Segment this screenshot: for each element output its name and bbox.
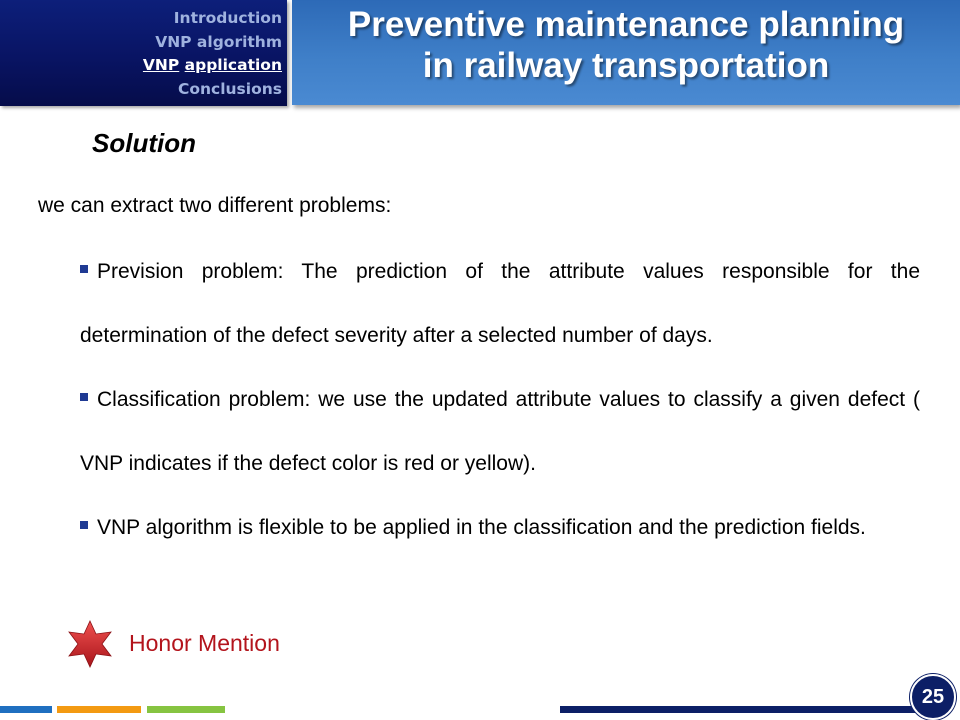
bullet-text: Prevision problem: The prediction of the… [80, 260, 920, 347]
bullet-item: Prevision problem: The prediction of the… [80, 240, 920, 368]
bullet-text: VNP algorithm is flexible to be applied … [97, 516, 866, 539]
page-number-badge: 25 [910, 674, 956, 720]
footer-bar-orange [57, 706, 141, 713]
nav-item-vnp-algorithm[interactable]: VNP algorithm [155, 32, 282, 51]
section-nav-list: Introduction VNP algorithm VNP applicati… [143, 7, 282, 101]
footer-bar-navy [560, 706, 920, 713]
square-bullet-icon [80, 521, 88, 530]
footer-bar-blue [0, 706, 52, 713]
star-icon [68, 620, 112, 668]
nav-item-vnp-application[interactable]: VNP application [143, 54, 282, 78]
title-banner: Preventive maintenance planning in railw… [292, 0, 960, 105]
square-bullet-icon [80, 265, 88, 274]
section-heading: Solution [92, 128, 196, 158]
bullet-item: Classification problem: we use the updat… [80, 368, 920, 496]
bullet-item: VNP algorithm is flexible to be applied … [80, 496, 920, 560]
square-bullet-icon [80, 393, 88, 402]
slide-title-line2: in railway transportation [422, 46, 830, 85]
nav-item-vnp-application-part1: VNP [142, 56, 180, 74]
bullet-list: Prevision problem: The prediction of the… [80, 240, 920, 560]
slide-title-line1: Preventive maintenance planning [347, 5, 905, 44]
honor-mention-label: Honor Mention [129, 630, 280, 656]
nav-item-introduction[interactable]: Introduction [173, 9, 282, 27]
bullet-text: Classification problem: we use the updat… [80, 388, 920, 475]
nav-item-vnp-application-part2: application [184, 56, 282, 74]
slide-title: Preventive maintenance planning in railw… [292, 4, 960, 86]
nav-item-conclusions[interactable]: Conclusions [177, 79, 282, 98]
footer-bar-green [147, 706, 225, 713]
intro-text: we can extract two different problems: [38, 194, 392, 217]
section-nav: Introduction VNP algorithm VNP applicati… [0, 0, 287, 106]
